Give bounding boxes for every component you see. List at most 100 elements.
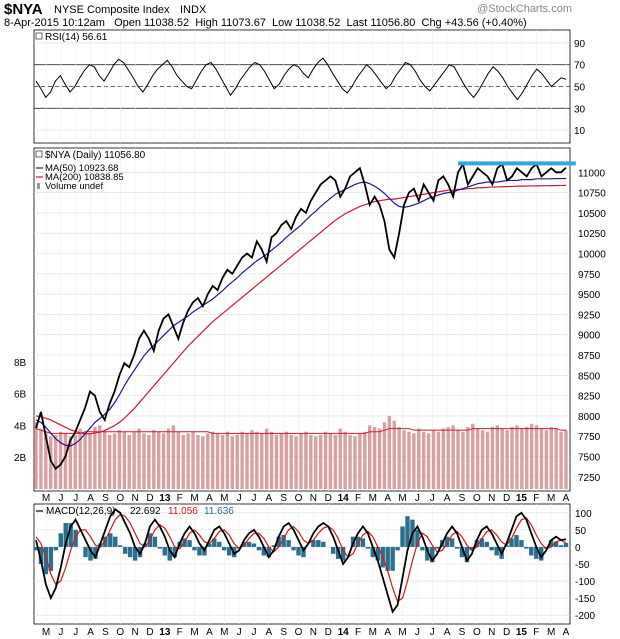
rsi-layer [35, 57, 567, 101]
x-tick-label: M [547, 627, 555, 638]
volume-bar [466, 426, 470, 489]
volume-bar [318, 434, 323, 489]
macd-histogram-bar [553, 541, 559, 547]
volume-bar [127, 434, 131, 489]
macd-histogram-bar [271, 545, 276, 547]
macd-histogram-bar [484, 541, 489, 547]
volume-bar [436, 431, 441, 489]
x-tick-label: J [415, 493, 420, 504]
x-tick-label: M [220, 627, 228, 638]
volume-bar [152, 430, 156, 489]
price-tick-label: 10250 [578, 229, 606, 240]
macd-histogram-bar [58, 533, 63, 547]
macd-tick-label: 0 [575, 543, 581, 554]
price-tick-label: 10750 [578, 189, 606, 200]
macd-tick-label: 100 [575, 509, 592, 520]
volume-bar [201, 436, 205, 489]
x-tick-label: N [488, 627, 495, 638]
volume-bar [181, 434, 185, 489]
x-tick-label: F [533, 627, 539, 638]
macd-layer [33, 508, 569, 614]
volume-bar [58, 431, 63, 489]
x-tick-label: F [533, 493, 539, 504]
macd-histogram-bar [489, 546, 494, 551]
macd-histogram-bar [469, 546, 475, 551]
volume-bar [529, 423, 534, 489]
x-tick-label: A [266, 493, 273, 504]
volume-bar [402, 430, 406, 489]
macd-histogram-bar [509, 538, 514, 547]
macd-histogram-bar [187, 540, 192, 547]
macd-tick-label: 50 [575, 526, 587, 537]
price-line [35, 161, 567, 471]
macd-histogram-bar [301, 546, 306, 558]
volume-bar [348, 434, 352, 489]
macd-histogram-bar [539, 546, 544, 561]
macd-histogram-bar [311, 540, 316, 547]
x-tick-label: 14 [338, 493, 350, 504]
volume-bar [260, 433, 264, 489]
volume-bar [117, 430, 122, 489]
macd-histogram-bar [261, 546, 267, 556]
x-tick-label: O [116, 627, 124, 638]
x-tick-label: S [280, 493, 287, 504]
rsi-tick-label: 10 [574, 126, 586, 137]
macd-histogram-bar [558, 545, 564, 547]
macd-histogram-bar [192, 546, 197, 551]
volume-bar [505, 430, 509, 489]
x-tick-label: M [547, 493, 555, 504]
price-legend: $NYA (Daily) 11056.80 MA(50) 10923.68 MA… [35, 150, 146, 192]
volume-bar [196, 434, 200, 489]
volume-bar [53, 434, 58, 489]
signal-legend-value: 11.056 [168, 506, 198, 517]
macd-tick-label: -200 [575, 611, 595, 622]
x-tick-label: A [384, 493, 391, 504]
volume-bar [186, 433, 190, 489]
rsi-tick-label: 90 [574, 39, 586, 50]
volume-tick-label: 6B [14, 390, 27, 401]
macd-histogram-bar [226, 546, 232, 556]
volume-bar [230, 436, 234, 489]
price-tick-label: 10500 [578, 209, 606, 220]
macd-histogram-bar [563, 542, 569, 547]
volume-bar [446, 426, 450, 489]
macd-histogram-bar [103, 536, 108, 547]
macd-histogram-bar [113, 536, 118, 547]
macd-histogram-bar [390, 546, 395, 571]
x-tick-label: J [73, 627, 78, 638]
x-tick-label: S [102, 493, 109, 504]
macd-histogram-bar [474, 540, 480, 547]
macd-histogram-bar [375, 546, 380, 561]
volume-tick-label: 4B [14, 421, 27, 432]
macd-histogram-bar [157, 546, 163, 549]
rsi-tick-label: 70 [574, 61, 586, 72]
volume-bar [44, 433, 48, 489]
volume-bar [269, 431, 274, 489]
volume-bar [206, 433, 210, 489]
volume-bar [358, 433, 362, 489]
x-tick-label: D [325, 627, 332, 638]
x-tick-label: J [237, 627, 242, 638]
price-tick-label: 7250 [578, 473, 601, 484]
macd-histogram-bar [117, 545, 123, 547]
volume-bar [279, 433, 284, 489]
x-tick-label: M [398, 627, 406, 638]
x-tick-label: J [58, 627, 63, 638]
macd-histogram-bar [454, 546, 460, 549]
x-tick-label: 14 [338, 627, 350, 638]
macd-histogram-bar [132, 546, 138, 561]
macd-histogram-bar [524, 546, 529, 549]
price-tick-label: 11000 [578, 168, 606, 179]
ma200-line [35, 184, 567, 435]
macd-histogram-bar [251, 543, 257, 547]
macd-legend: MACD(12,26,9) 22.692 11.056 11.636 [36, 506, 234, 517]
x-tick-label: D [503, 627, 510, 638]
macd-histogram-bar [172, 546, 177, 558]
axis-layer: 10 30 50 70 90 7250 7500 7750 8000 8250 8500 8750 90… [14, 39, 606, 638]
x-tick-label: O [295, 493, 303, 504]
x-tick-label: J [252, 627, 257, 638]
x-tick-label: D [325, 493, 332, 504]
x-tick-label: N [488, 493, 495, 504]
volume-bar [137, 428, 141, 489]
